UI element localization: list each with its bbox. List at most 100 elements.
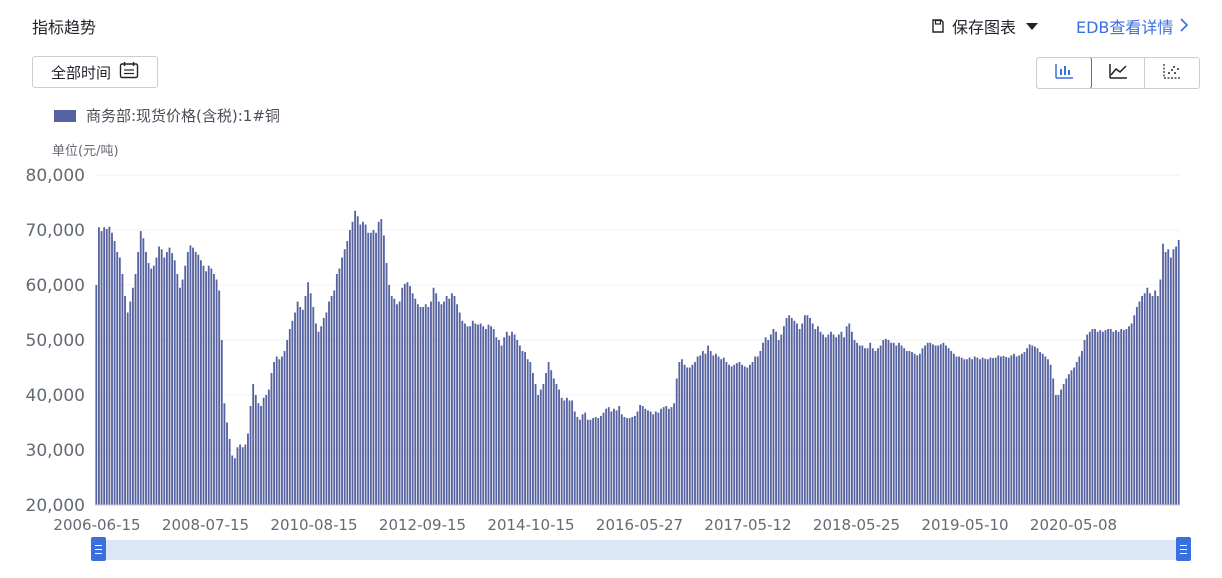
bar[interactable] [733, 364, 736, 505]
bar[interactable] [186, 252, 189, 505]
bar[interactable] [950, 351, 953, 505]
bar[interactable] [1109, 329, 1112, 505]
bar[interactable] [184, 265, 187, 505]
bar[interactable] [895, 345, 898, 506]
bar[interactable] [939, 344, 942, 505]
bar[interactable] [1081, 351, 1083, 505]
bar[interactable] [309, 293, 312, 505]
bar[interactable] [769, 334, 772, 506]
bar[interactable] [806, 315, 809, 505]
bar[interactable] [317, 331, 320, 505]
bar[interactable] [247, 433, 249, 506]
bar[interactable] [490, 326, 493, 505]
bar[interactable] [296, 301, 299, 506]
bar[interactable] [521, 351, 524, 505]
bar[interactable] [715, 353, 717, 505]
bar[interactable] [1070, 370, 1073, 505]
bar[interactable] [665, 406, 668, 505]
bar[interactable] [244, 444, 247, 506]
bar[interactable] [1020, 353, 1023, 505]
bar[interactable] [1099, 330, 1102, 505]
bar[interactable] [751, 362, 754, 505]
bar[interactable] [304, 296, 307, 505]
bar[interactable] [113, 241, 116, 505]
bar[interactable] [992, 358, 994, 505]
bar[interactable] [908, 351, 911, 505]
bar[interactable] [560, 397, 563, 505]
bar[interactable] [861, 345, 864, 506]
bar[interactable] [877, 348, 879, 505]
bar[interactable] [456, 304, 459, 505]
bar[interactable] [301, 309, 304, 505]
bar[interactable] [1083, 340, 1086, 505]
bar[interactable] [315, 323, 317, 506]
bar[interactable] [335, 274, 338, 505]
bar[interactable] [1104, 330, 1107, 505]
bar[interactable] [1007, 357, 1010, 505]
bar[interactable] [534, 384, 537, 505]
bar[interactable] [286, 340, 289, 505]
bar[interactable] [218, 290, 221, 506]
bar[interactable] [513, 334, 516, 506]
bar[interactable] [605, 408, 608, 505]
bar[interactable] [364, 224, 367, 506]
datazoom-right-handle[interactable] [1176, 537, 1191, 561]
bar[interactable] [738, 362, 741, 505]
bar[interactable] [709, 351, 712, 505]
bar[interactable] [1088, 331, 1091, 505]
bar[interactable] [898, 342, 900, 505]
bar[interactable] [291, 320, 294, 505]
bar[interactable] [343, 249, 346, 505]
bar[interactable] [1057, 395, 1060, 505]
bar[interactable] [260, 406, 262, 505]
bar[interactable] [137, 252, 140, 505]
bar[interactable] [197, 254, 200, 505]
bar[interactable] [803, 315, 806, 505]
bar[interactable] [743, 366, 746, 505]
bar[interactable] [555, 384, 558, 505]
bar[interactable] [1101, 331, 1104, 505]
bar[interactable] [1094, 329, 1096, 505]
bar[interactable] [1151, 296, 1154, 505]
bar[interactable] [105, 228, 108, 505]
bar[interactable] [626, 418, 628, 505]
bar[interactable] [641, 406, 644, 505]
bar[interactable] [307, 282, 309, 505]
bar[interactable] [393, 298, 396, 505]
bar[interactable] [526, 359, 529, 505]
bar[interactable] [584, 412, 587, 505]
bar[interactable] [158, 246, 160, 506]
bar[interactable] [811, 323, 814, 506]
bar[interactable] [1054, 395, 1057, 505]
bar[interactable] [422, 307, 425, 505]
bar[interactable] [226, 422, 228, 506]
bar[interactable] [333, 290, 336, 506]
bar[interactable] [796, 323, 798, 506]
bar[interactable] [320, 326, 323, 505]
bar[interactable] [427, 307, 430, 505]
bar[interactable] [1172, 249, 1175, 505]
bar[interactable] [942, 342, 945, 505]
bar[interactable] [602, 412, 605, 505]
bar[interactable] [1013, 353, 1015, 505]
bar[interactable] [628, 418, 631, 505]
bar[interactable] [239, 444, 242, 506]
bar[interactable] [281, 356, 283, 506]
bar[interactable] [492, 329, 495, 505]
bar[interactable] [989, 357, 992, 505]
bar[interactable] [979, 359, 981, 505]
bar[interactable] [565, 397, 568, 505]
bar[interactable] [599, 415, 602, 505]
bar[interactable] [1047, 359, 1049, 505]
bar[interactable] [111, 232, 113, 505]
bar[interactable] [1156, 296, 1159, 505]
bar[interactable] [1005, 357, 1008, 505]
bar[interactable] [670, 407, 673, 505]
bar[interactable] [147, 263, 150, 505]
bar[interactable] [966, 359, 968, 505]
bar[interactable] [1033, 346, 1036, 505]
bar[interactable] [503, 337, 506, 505]
bar[interactable] [741, 364, 743, 505]
bar[interactable] [1138, 301, 1141, 506]
bar[interactable] [845, 326, 848, 505]
